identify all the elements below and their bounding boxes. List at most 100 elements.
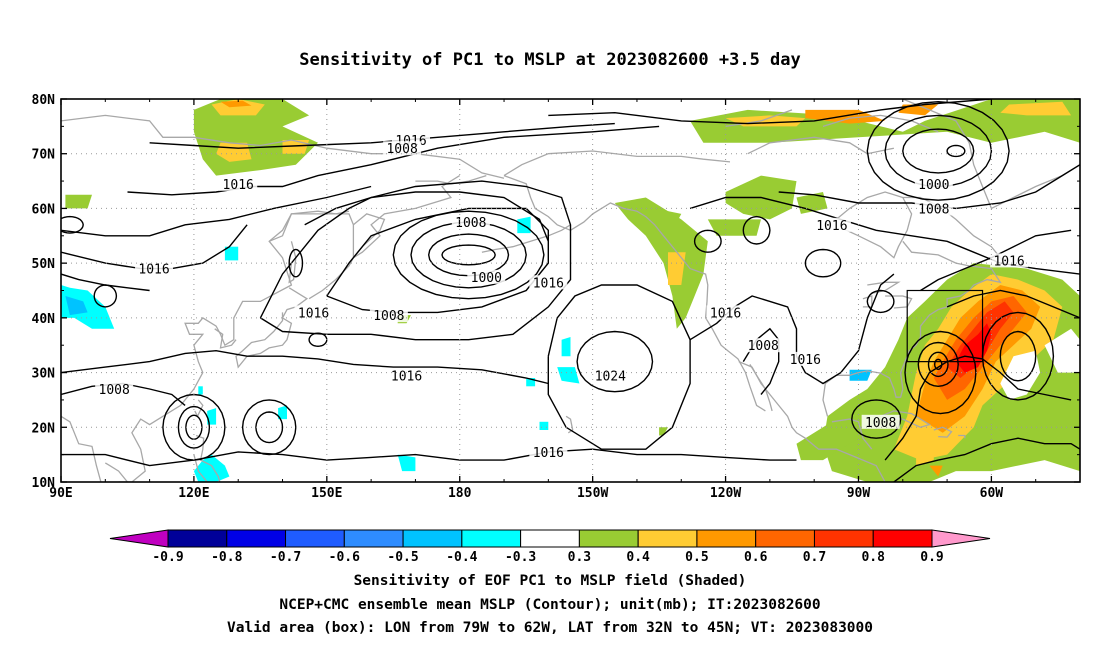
mslp-contour <box>427 233 510 277</box>
colorbar-label: -0.4 <box>446 550 477 565</box>
coastline <box>902 196 1006 264</box>
shading-region <box>220 100 252 108</box>
coastline <box>749 364 773 412</box>
contour-label: 1008 <box>918 202 949 217</box>
caption-line-1: Sensitivity of EOF PC1 to MSLP field (Sh… <box>353 573 747 589</box>
coastline <box>880 410 931 428</box>
mslp-contour <box>693 229 722 253</box>
shading-region <box>278 405 287 420</box>
contour-label-bg <box>369 308 408 323</box>
shading-region <box>805 109 886 124</box>
colorbar-label: 0.7 <box>803 550 826 565</box>
contour-labels: 1016 1008 1016 1000 1008 1008 1016 1016 1000 1016… <box>95 133 1029 461</box>
colorbar-segment <box>578 529 639 548</box>
mslp-contour <box>61 382 186 406</box>
lat-label: 40N <box>32 312 56 327</box>
mslp-contour <box>241 399 297 456</box>
colorbar: -0.9 -0.8 -0.7 -0.6 -0.5 -0.4 -0.3 0.3 0.4 0.5 0.6… <box>109 529 991 565</box>
lat-label: 10N <box>32 476 56 491</box>
coastline <box>308 257 354 300</box>
colorbar-segment <box>755 529 815 548</box>
contour-label-bg <box>529 444 568 459</box>
mslp-contour <box>149 122 615 149</box>
contour-label: 1008 <box>748 339 779 354</box>
coastline <box>61 415 102 482</box>
contour-label-bg <box>744 338 783 353</box>
colorbar-segment <box>696 529 757 548</box>
valid-area-rect <box>906 289 984 363</box>
colorbar-label: -0.6 <box>329 550 360 565</box>
lon-label: 90W <box>847 486 871 501</box>
lat-label: 30N <box>32 367 56 382</box>
mslp-contour <box>893 437 1080 482</box>
shading-region <box>898 104 939 116</box>
lat-label: 20N <box>32 421 56 436</box>
caption-line-3: Valid area (box): LON from 79W to 62W, L… <box>226 620 873 636</box>
contour-label-bg <box>451 215 490 230</box>
mslp-contour <box>304 191 549 242</box>
coastline <box>104 462 129 482</box>
shading-region <box>1000 101 1072 116</box>
colorbar-segment <box>343 529 404 548</box>
mslp-contour <box>946 289 1080 319</box>
contour-label-bg <box>591 368 630 383</box>
mslp-contour <box>851 399 902 439</box>
colorbar-label: -0.8 <box>211 550 242 565</box>
coastline <box>958 434 966 439</box>
contour-label: 1000 <box>471 271 502 286</box>
contour-label-bg <box>467 269 506 284</box>
mslp-contour <box>547 284 691 450</box>
mslp-contour <box>548 99 992 125</box>
contour-label-bg <box>294 305 333 320</box>
lat-label: 50N <box>32 257 56 272</box>
contour-label-bg <box>706 305 745 320</box>
colorbar-label: 0.8 <box>861 550 885 565</box>
contour-label: 1016 <box>138 263 169 278</box>
shading-region <box>614 197 708 329</box>
coastline <box>822 114 939 133</box>
shading-region <box>557 367 580 384</box>
shading-region <box>65 194 92 209</box>
contour-label-bg <box>861 414 900 429</box>
contour-label: 1016 <box>993 254 1024 269</box>
mslp-contour <box>162 393 226 461</box>
shading-region <box>224 246 239 261</box>
mslp-contour <box>185 414 203 441</box>
colorbar-segment <box>402 529 463 548</box>
contour-label: 1016 <box>790 353 821 368</box>
mslp-contour <box>308 332 328 348</box>
contour-label: 1008 <box>386 142 417 157</box>
lat-label: 70N <box>32 148 56 163</box>
contour-label-bg <box>914 201 953 216</box>
contour-label: 1008 <box>455 216 486 231</box>
contour-label: 1008 <box>99 383 130 398</box>
lon-label: 60W <box>980 486 1004 501</box>
contour-label: 1016 <box>298 306 329 321</box>
lon-label: 120W <box>710 486 741 501</box>
shading-region <box>659 427 668 436</box>
contour-label-bg <box>95 381 134 396</box>
contour-label-bg <box>812 217 851 232</box>
colorbar-max-arrow <box>931 529 991 548</box>
mslp-contour <box>288 248 304 278</box>
shading-region <box>796 394 894 461</box>
mslp-contour <box>259 180 572 341</box>
shading-region <box>397 454 416 472</box>
colorbar-segment <box>226 529 287 548</box>
mslp-contour <box>61 349 549 385</box>
shading-region <box>539 421 549 430</box>
shading-region <box>654 208 682 231</box>
contour-label: 1016 <box>391 369 422 384</box>
mslp-contour <box>884 355 1072 461</box>
coastline <box>831 418 873 450</box>
coastline <box>235 287 309 369</box>
mslp-contour <box>946 144 966 158</box>
contour-label: 1016 <box>533 276 564 291</box>
lon-label: 120E <box>178 486 209 501</box>
coastline <box>481 224 571 253</box>
coastline <box>835 191 913 259</box>
coastline <box>288 241 297 284</box>
lat-label: 60N <box>32 202 56 217</box>
